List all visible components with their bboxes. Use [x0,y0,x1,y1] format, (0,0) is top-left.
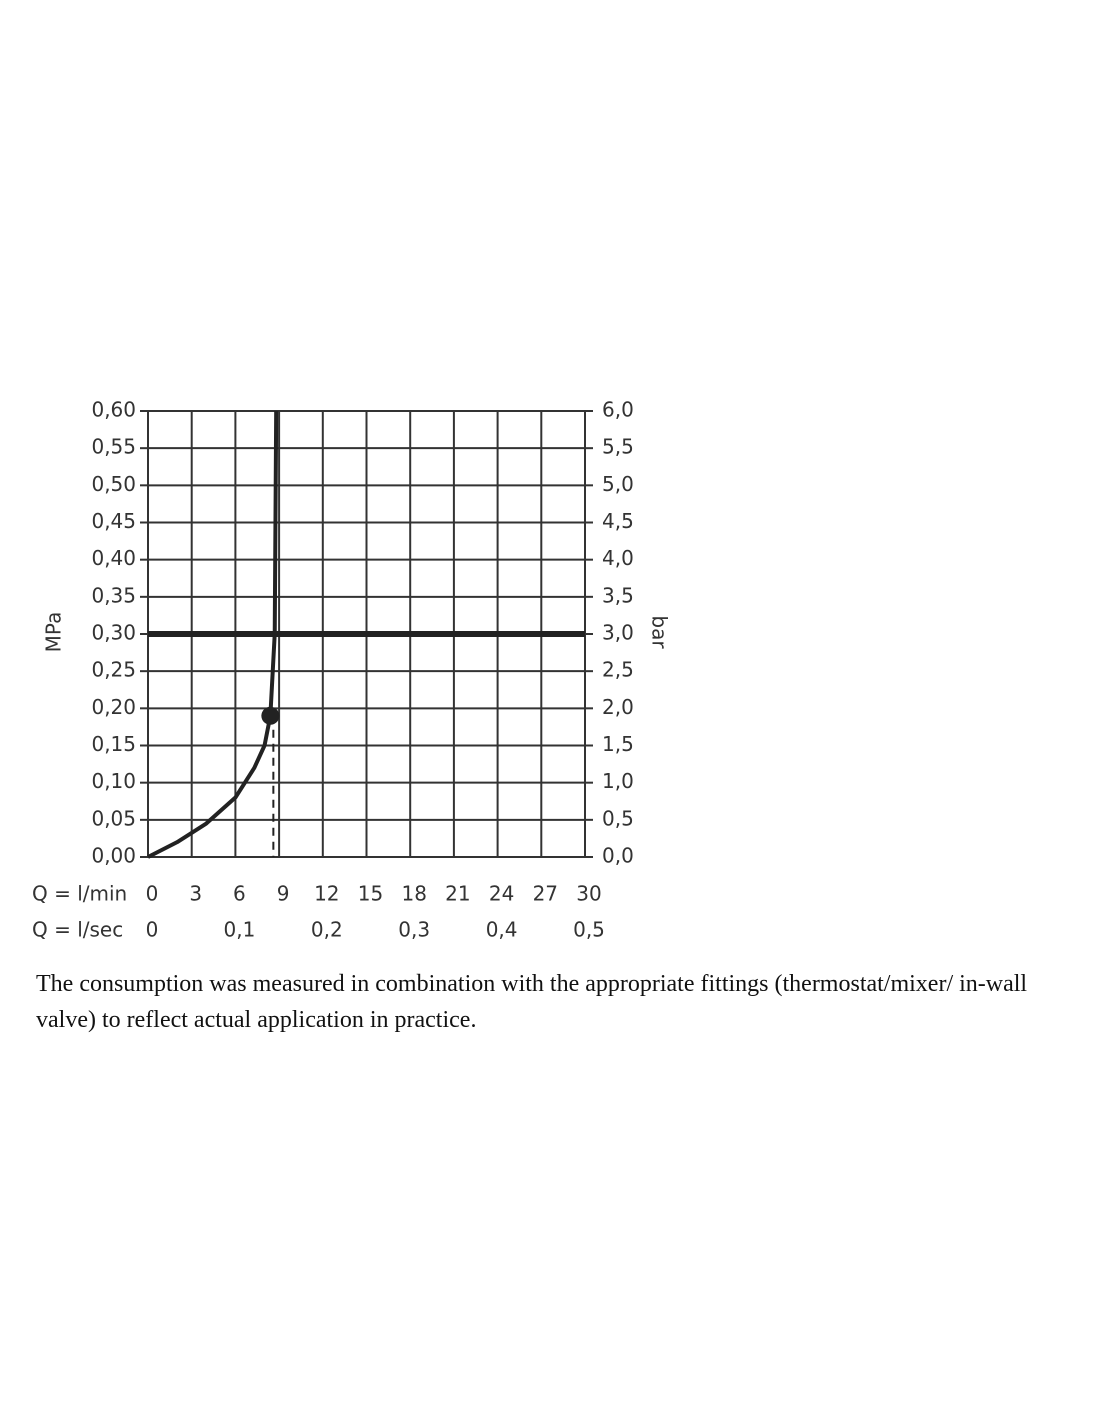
x-tick-label: 21 [445,882,470,906]
y2-tick-label: 1,0 [602,769,634,793]
y2-tick-label: 3,0 [602,621,634,645]
x-tick-label: 3 [189,882,202,906]
x-tick-label: 0 [146,882,159,906]
y2-tick-label: 0,5 [602,806,634,830]
y-tick-label: 0,00 [91,844,136,868]
y-tick-label: 0,30 [91,621,136,645]
x-tick-label: 24 [489,882,514,906]
x-tick-label: 9 [277,882,290,906]
y2-tick-label: 0,0 [602,844,634,868]
y-tick-label: 0,05 [91,806,136,830]
x-tick-label: 6 [233,882,246,906]
x-tick-label: 27 [533,882,558,906]
curve [147,410,279,859]
y2-tick-label: 5,0 [602,472,634,496]
y-tick-label: 0,60 [91,398,136,422]
x2-tick-label: 0 [146,918,159,942]
y2-tick-label: 1,5 [602,732,634,756]
x2-tick-label: 0,5 [573,918,605,942]
y-axis-label: MPa [42,612,66,653]
y2-tick-label: 2,0 [602,695,634,719]
x2-tick-label: 0,1 [223,918,255,942]
chart: 0,000,050,100,150,200,250,300,350,400,45… [32,398,672,942]
y2-tick-label: 4,5 [602,509,634,533]
y2-tick-label: 3,5 [602,583,634,607]
x-tick-label: 18 [401,882,426,906]
y2-tick-label: 5,5 [602,435,634,459]
y-tick-label: 0,45 [91,509,136,533]
x2-tick-label: 0,3 [398,918,430,942]
y-tick-label: 0,15 [91,732,136,756]
y-tick-label: 0,50 [91,472,136,496]
operating-point [261,706,280,725]
y-tick-label: 0,10 [91,769,136,793]
y-tick-label: 0,20 [91,695,136,719]
y2-tick-label: 2,5 [602,658,634,682]
x-tick-label: 12 [314,882,339,906]
y2-axis-label: bar [648,615,672,649]
y-tick-label: 0,55 [91,435,136,459]
x-axis-label: Q = l/min [32,882,127,906]
y-tick-label: 0,40 [91,546,136,570]
x2-axis-label: Q = l/sec [32,918,123,942]
x2-tick-label: 0,4 [486,918,518,942]
y2-tick-label: 6,0 [602,398,634,422]
y-tick-label: 0,25 [91,658,136,682]
y2-tick-label: 4,0 [602,546,634,570]
x2-tick-label: 0,2 [311,918,343,942]
caption: The consumption was measured in combinat… [36,971,1028,1033]
x-tick-label: 15 [358,882,383,906]
y-tick-label: 0,35 [91,583,136,607]
x-tick-label: 30 [576,882,601,906]
